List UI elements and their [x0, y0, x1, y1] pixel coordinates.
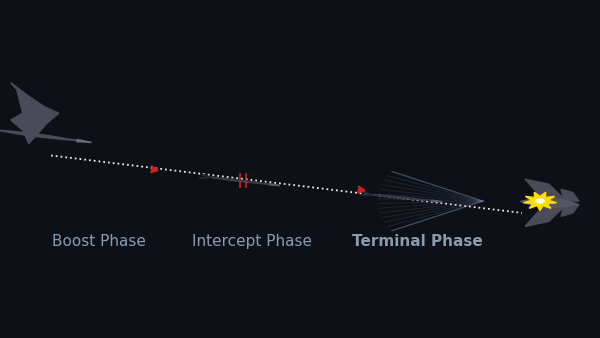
Polygon shape: [0, 130, 77, 141]
Polygon shape: [76, 139, 92, 142]
Polygon shape: [561, 204, 579, 216]
Polygon shape: [561, 189, 579, 201]
Polygon shape: [523, 192, 557, 211]
Polygon shape: [521, 198, 577, 208]
Polygon shape: [373, 195, 431, 201]
Polygon shape: [201, 174, 211, 177]
Polygon shape: [11, 83, 59, 144]
Polygon shape: [211, 177, 269, 184]
Polygon shape: [431, 200, 442, 202]
Polygon shape: [525, 204, 567, 226]
Text: Intercept Phase: Intercept Phase: [192, 234, 312, 249]
Polygon shape: [269, 184, 280, 186]
Text: Terminal Phase: Terminal Phase: [352, 234, 482, 249]
Polygon shape: [362, 192, 373, 195]
Polygon shape: [11, 83, 59, 144]
Polygon shape: [525, 179, 567, 201]
Polygon shape: [199, 177, 211, 178]
Text: Boost Phase: Boost Phase: [52, 234, 146, 249]
Polygon shape: [535, 199, 545, 204]
